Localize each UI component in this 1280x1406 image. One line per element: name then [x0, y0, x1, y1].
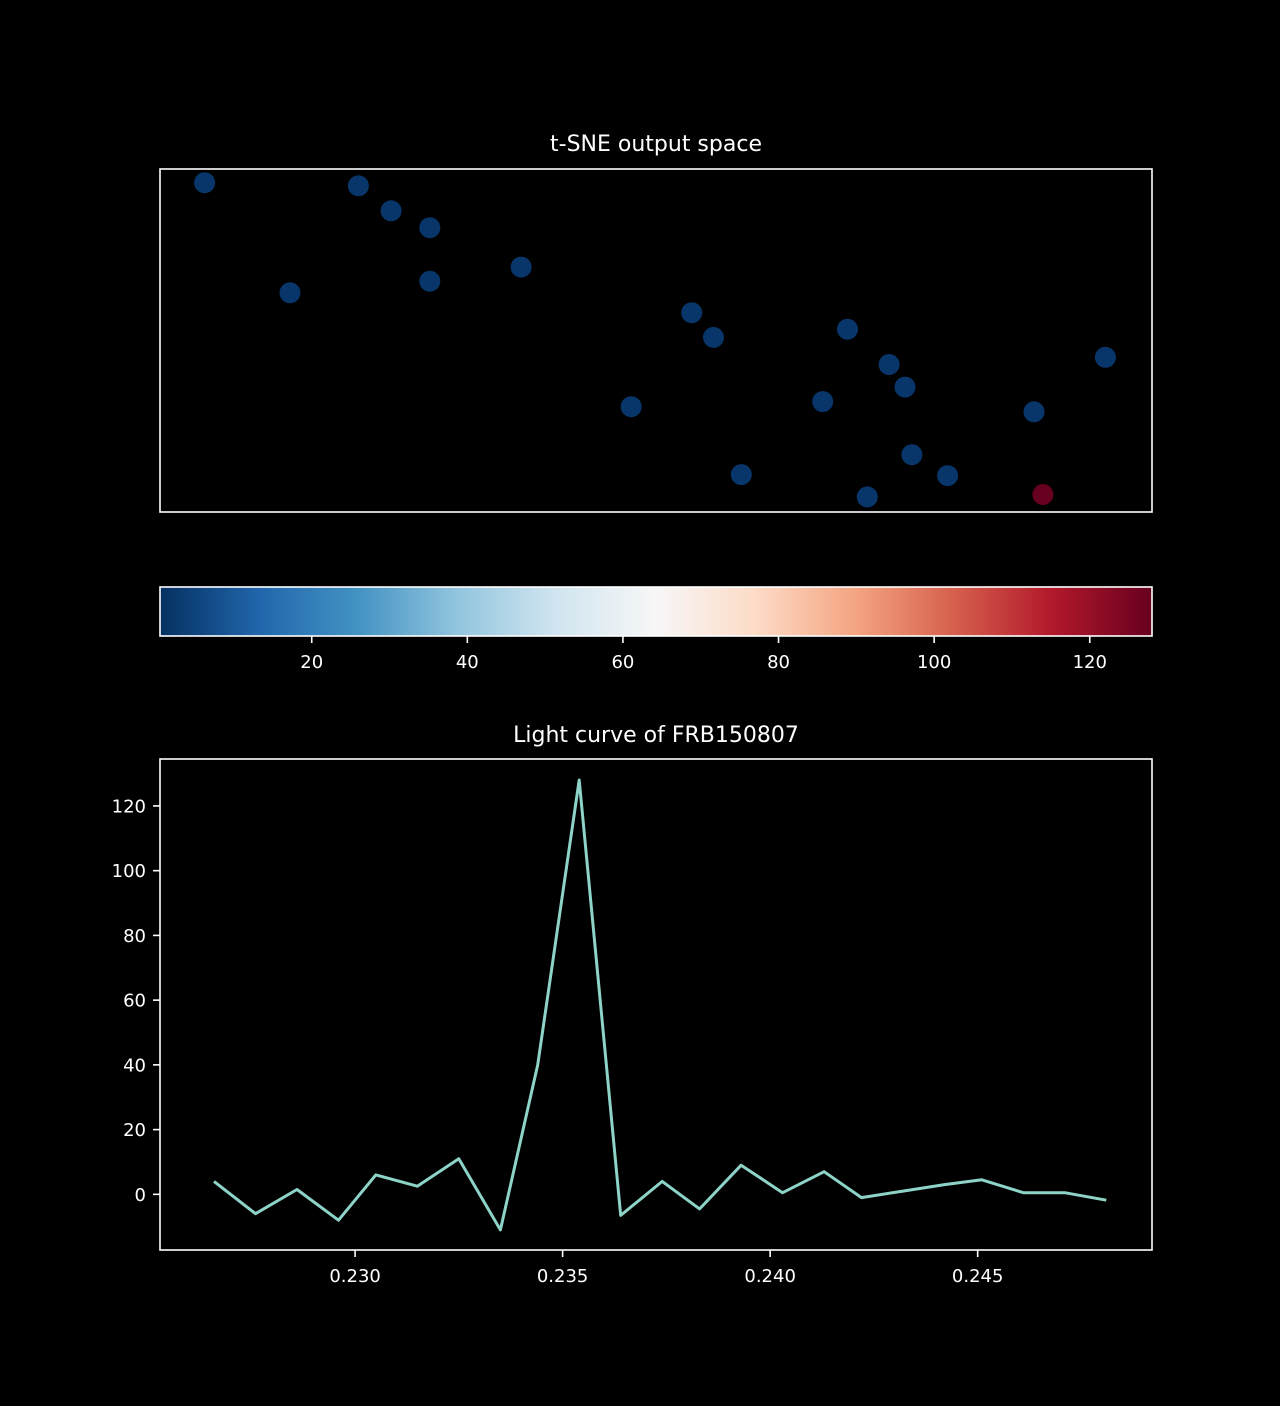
- tsne-panel: t-SNE output space: [159, 132, 1153, 513]
- tsne-point-18: [1023, 401, 1045, 423]
- lightcurve-y-tick-label-5: 100: [112, 861, 146, 882]
- colorbar-panel: 20 40 60 80 100 120: [159, 586, 1153, 673]
- tsne-point-4: [419, 217, 441, 239]
- tsne-points: [194, 172, 1116, 508]
- colorbar-tick-label-5: 120: [1073, 652, 1107, 673]
- lightcurve-y-tick-label-3: 60: [123, 991, 146, 1012]
- tsne-point-15: [894, 376, 916, 398]
- colorbar-tick-label-1: 40: [456, 652, 479, 673]
- tsne-point-13: [856, 486, 878, 508]
- lightcurve-x-tick-label-0: 0.230: [329, 1266, 381, 1287]
- tsne-point-14: [878, 354, 900, 375]
- colorbar-tick-label-0: 20: [300, 652, 323, 673]
- colorbar-tick-label-2: 60: [611, 652, 634, 673]
- tsne-point-1: [279, 282, 301, 304]
- tsne-point-11: [812, 391, 834, 413]
- tsne-point-9: [703, 326, 724, 348]
- colorbar-tick-label-4: 100: [917, 652, 951, 673]
- tsne-point-20: [1094, 346, 1116, 368]
- lightcurve-y-ticks: 0 20 40 60 80 100 120: [112, 796, 160, 1206]
- tsne-axes-frame: [159, 168, 1153, 513]
- lightcurve-panel: Light curve of FRB150807 0.230 0.235 0.240…: [112, 723, 1153, 1287]
- colorbar-gradient: [160, 587, 1152, 636]
- tsne-point-0: [194, 172, 216, 194]
- lightcurve-x-tick-label-1: 0.235: [537, 1266, 589, 1287]
- colorbar-frame: [159, 586, 1153, 637]
- colorbar-tick-label-3: 80: [767, 652, 790, 673]
- tsne-point-19: [1032, 484, 1054, 505]
- lightcurve-y-tick-label-2: 40: [123, 1055, 146, 1076]
- lightcurve-x-tick-label-2: 0.240: [744, 1266, 796, 1287]
- lightcurve-y-tick-label-6: 120: [112, 796, 146, 817]
- lightcurve-x-ticks: 0.230 0.235 0.240 0.245: [329, 1250, 1003, 1287]
- tsne-point-3: [380, 200, 402, 222]
- lightcurve-y-tick-label-1: 20: [123, 1120, 146, 1141]
- lightcurve-axes-frame: [159, 758, 1153, 1251]
- tsne-point-2: [347, 175, 369, 197]
- lightcurve-y-tick-label-0: 0: [135, 1185, 146, 1206]
- tsne-point-10: [730, 464, 752, 486]
- tsne-point-7: [620, 396, 642, 418]
- tsne-title: t-SNE output space: [550, 132, 762, 157]
- lightcurve-y-tick-label-4: 80: [123, 926, 146, 947]
- lightcurve-x-tick-label-3: 0.245: [952, 1266, 1004, 1287]
- tsne-point-16: [901, 444, 923, 466]
- colorbar-ticks: 20 40 60 80 100 120: [300, 636, 1107, 673]
- tsne-point-12: [837, 318, 858, 340]
- lightcurve-title: Light curve of FRB150807: [513, 723, 799, 748]
- tsne-point-5: [419, 270, 441, 292]
- tsne-point-6: [510, 256, 532, 278]
- lightcurve-series-line: [213, 778, 1107, 1232]
- tsne-point-8: [681, 302, 703, 324]
- tsne-point-17: [937, 465, 959, 487]
